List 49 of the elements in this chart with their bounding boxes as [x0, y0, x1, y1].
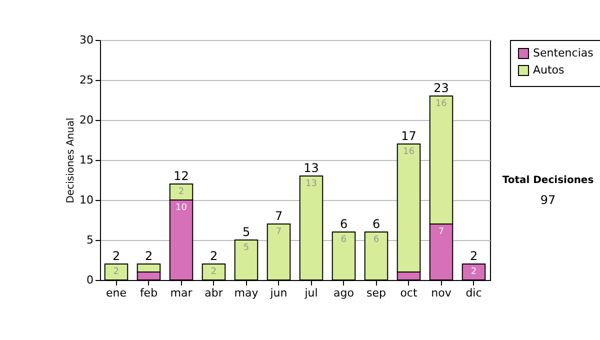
legend-label: Sentencias	[533, 46, 594, 60]
x-tick-label: ago	[334, 286, 354, 300]
total-label: 2	[470, 249, 478, 263]
data-label: 13	[306, 179, 317, 189]
x-tick-label: ene	[106, 286, 127, 300]
text: 97	[540, 193, 556, 207]
total-label: 12	[174, 169, 189, 183]
x-tick-label: abr	[204, 286, 224, 300]
x-tick-label: mar	[170, 286, 193, 300]
total-label: 2	[112, 249, 120, 263]
y-tick-label: 25	[80, 74, 94, 86]
x-tick-label: oct	[400, 286, 418, 300]
y-tick-label: 20	[80, 114, 94, 126]
total-label: 13	[304, 161, 319, 175]
x-tick-label: dic	[466, 286, 482, 300]
text: Total Decisiones	[502, 175, 594, 186]
x-tick-label: jul	[304, 286, 318, 300]
data-label: 16	[436, 99, 448, 109]
total-label: 6	[372, 217, 380, 231]
y-axis-title: Decisiones Anual	[66, 118, 77, 204]
total-label: 23	[434, 81, 449, 95]
x-tick-label: sep	[366, 286, 386, 300]
data-label: 7	[276, 227, 282, 237]
total-label: 2	[144, 249, 153, 263]
data-label: 5	[243, 243, 250, 253]
data-label: 2	[178, 187, 184, 197]
data-label: 16	[403, 147, 415, 157]
y-tick-label: 30	[80, 34, 94, 46]
legend-label: Autos	[533, 64, 565, 76]
total-label: 17	[401, 129, 416, 143]
x-tick-label: may	[234, 286, 259, 300]
data-label: 6	[373, 235, 380, 245]
data-label: 7	[438, 227, 444, 237]
total-label: 6	[340, 217, 348, 231]
total-label: 2	[210, 249, 218, 263]
x-tick-label: jun	[269, 286, 288, 300]
x-tick-label: feb	[140, 286, 158, 300]
y-tick-label: 0	[86, 274, 94, 286]
x-tick-label: nov	[431, 286, 452, 300]
y-tick-label: 15	[80, 154, 94, 166]
y-tick-label: 5	[86, 234, 94, 246]
data-label: 2	[210, 267, 217, 277]
total-label: 7	[274, 209, 283, 223]
data-label: 2	[470, 267, 477, 277]
total-label: 5	[242, 225, 250, 239]
data-label: 2	[113, 267, 120, 277]
y-tick-label: 10	[80, 194, 94, 206]
data-label: 10	[176, 203, 188, 213]
data-label: 6	[340, 235, 347, 245]
